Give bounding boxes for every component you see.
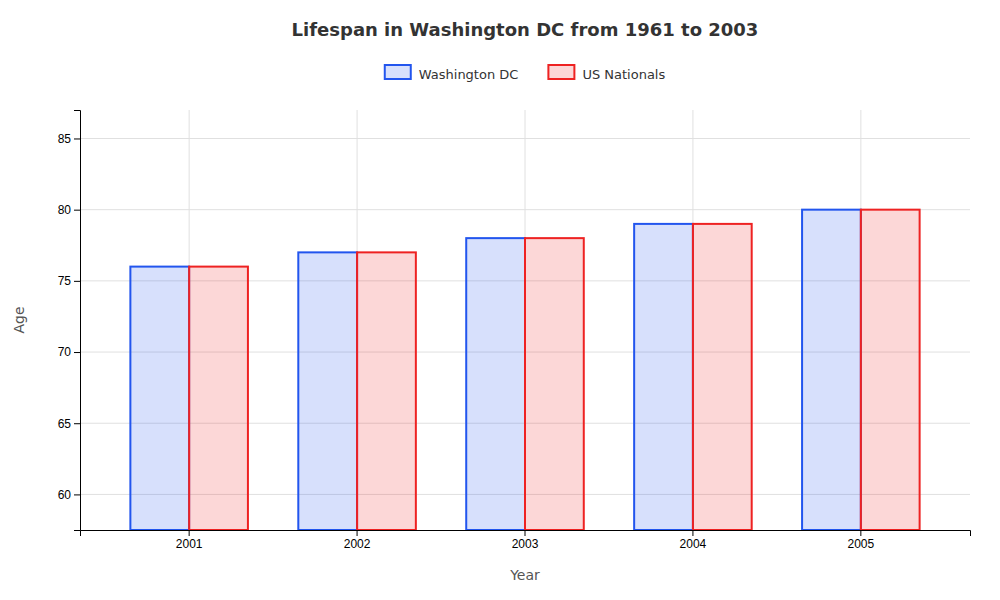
y-tick: 65 bbox=[58, 417, 80, 431]
legend-item: US Nationals bbox=[548, 65, 665, 82]
tick-label: 85 bbox=[58, 132, 72, 146]
tick-label: 65 bbox=[58, 417, 72, 431]
tick-mark bbox=[189, 530, 190, 536]
bar bbox=[525, 238, 584, 530]
tick-label: 2002 bbox=[344, 537, 371, 551]
legend: Washington DC US Nationals bbox=[385, 65, 666, 82]
tick-mark bbox=[692, 530, 693, 536]
axis-line bbox=[74, 111, 81, 531]
tick-label: 60 bbox=[58, 488, 72, 502]
legend-item: Washington DC bbox=[385, 65, 519, 82]
tick-mark bbox=[74, 138, 80, 139]
tick-mark bbox=[357, 530, 358, 536]
chart: 2001 2002 2003 2004 2005 60 65 70 75 80 85 Lifespan… bbox=[0, 0, 1000, 600]
bar bbox=[357, 252, 416, 530]
tick-mark bbox=[860, 530, 861, 536]
y-axis-title: Age bbox=[11, 306, 27, 333]
y-tick: 80 bbox=[58, 203, 80, 217]
x-tick: 2001 bbox=[176, 530, 203, 551]
bar bbox=[693, 224, 752, 530]
legend-swatch bbox=[385, 65, 411, 79]
grid bbox=[80, 110, 970, 530]
tick-label: 2003 bbox=[512, 537, 539, 551]
legend-swatch bbox=[548, 65, 574, 79]
tick-mark bbox=[74, 423, 80, 424]
y-axis: 60 65 70 75 80 85 bbox=[58, 111, 81, 531]
bar bbox=[802, 210, 861, 530]
plot: 2001 2002 2003 2004 2005 60 65 70 75 80 85 bbox=[58, 110, 971, 551]
y-tick: 70 bbox=[58, 345, 80, 359]
bar-series bbox=[130, 210, 860, 530]
bar bbox=[861, 210, 920, 530]
bar bbox=[634, 224, 693, 530]
bar bbox=[466, 238, 525, 530]
y-tick: 85 bbox=[58, 132, 80, 146]
tick-label: 2004 bbox=[680, 537, 707, 551]
tick-mark bbox=[74, 281, 80, 282]
x-tick: 2002 bbox=[344, 530, 371, 551]
x-tick: 2005 bbox=[847, 530, 874, 551]
tick-mark bbox=[74, 210, 80, 211]
x-axis-title: Year bbox=[509, 567, 540, 583]
tick-label: 2005 bbox=[847, 537, 874, 551]
tick-label: 70 bbox=[58, 345, 72, 359]
bar bbox=[189, 267, 248, 530]
bar bbox=[130, 267, 189, 530]
y-tick: 60 bbox=[58, 488, 80, 502]
bar-series bbox=[189, 210, 919, 530]
tick-mark bbox=[525, 530, 526, 536]
axis-line bbox=[81, 531, 971, 537]
x-axis: 2001 2002 2003 2004 2005 bbox=[81, 530, 971, 551]
tick-mark bbox=[74, 352, 80, 353]
y-tick: 75 bbox=[58, 274, 80, 288]
legend-label: US Nationals bbox=[582, 67, 665, 82]
x-tick: 2004 bbox=[680, 530, 707, 551]
tick-label: 75 bbox=[58, 274, 72, 288]
title: Lifespan in Washington DC from 1961 to 2… bbox=[292, 19, 759, 40]
x-tick: 2003 bbox=[512, 530, 539, 551]
tick-label: 80 bbox=[58, 203, 72, 217]
tick-label: 2001 bbox=[176, 537, 203, 551]
legend-label: Washington DC bbox=[419, 67, 519, 82]
tick-mark bbox=[74, 494, 80, 495]
bar bbox=[298, 252, 357, 530]
bars bbox=[130, 210, 919, 530]
